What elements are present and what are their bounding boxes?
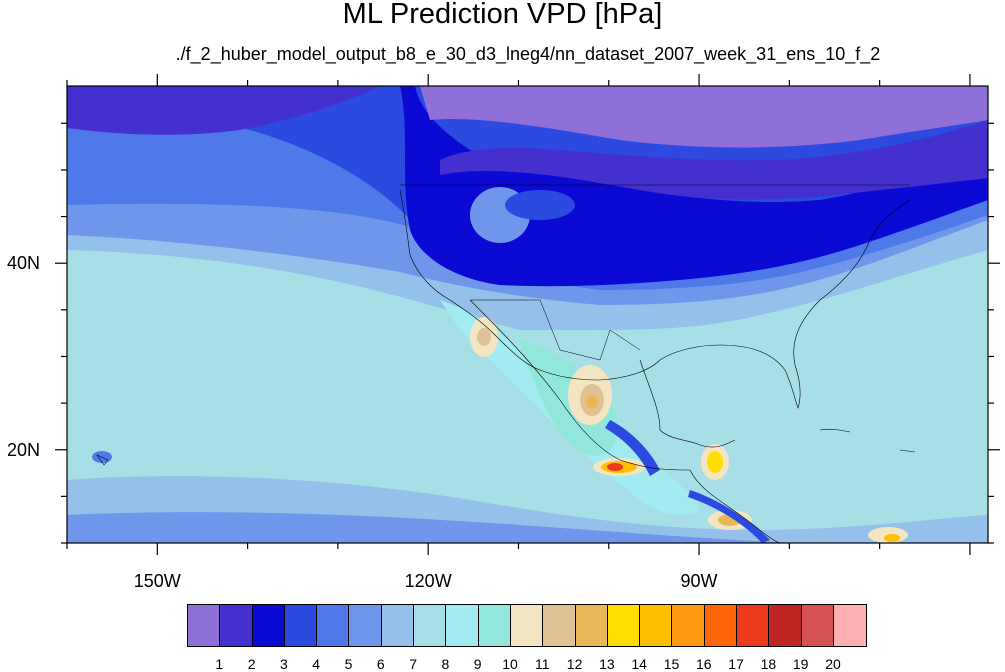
- colorbar-label: 9: [473, 656, 482, 672]
- coastline-north-america: [399, 189, 911, 409]
- south-mexico-18: [607, 463, 623, 471]
- colorbar-label: 17: [728, 656, 744, 672]
- colorbar-label: 6: [376, 656, 385, 672]
- colorbar-swatch: [704, 605, 738, 646]
- coastline-gulf-mexico: [639, 359, 736, 448]
- colorbar: [187, 604, 868, 647]
- colorbar-label: 3: [279, 656, 288, 672]
- colorbar-label: 5: [344, 656, 353, 672]
- lat-label: 40N: [6, 253, 40, 274]
- lon-label: 120W: [404, 571, 452, 591]
- colorbar-swatch: [317, 605, 350, 646]
- hispaniola-outline: [899, 449, 916, 453]
- colorbar-swatch: [381, 605, 415, 646]
- colorbar-swatch: [575, 605, 608, 646]
- coast-ridge-4b: [688, 490, 770, 543]
- lon-label: 90W: [680, 571, 718, 591]
- baja-12: [477, 328, 491, 346]
- colorbar-swatch: [543, 605, 576, 646]
- colorbar-swatch: [220, 605, 253, 646]
- colorbar-swatch: [414, 605, 447, 646]
- venezuela-15: [884, 534, 900, 542]
- band-1-2-north: [67, 86, 380, 135]
- map-subtitle: ./f_2_huber_model_output_b8_e_30_d3_lneg…: [175, 44, 881, 64]
- colorbar-label: 18: [760, 656, 777, 672]
- colorbar-label: 12: [566, 656, 583, 672]
- colorbar-label: 8: [441, 656, 450, 672]
- colorbar-swatch: [769, 605, 802, 646]
- lat-label: 20N: [6, 439, 40, 460]
- colorbar-label: 15: [663, 656, 680, 672]
- coastline-central-america: [689, 469, 781, 543]
- colorbar-label: 2: [247, 656, 256, 672]
- colorbar-label: 13: [599, 656, 615, 672]
- colorbar-swatch: [349, 605, 382, 646]
- colorbar-swatch: [188, 605, 221, 646]
- colorbar-swatch: [478, 605, 511, 646]
- band-2-3: [100, 86, 988, 287]
- colorbar-swatch: [801, 605, 834, 646]
- map-title: ML Prediction VPD [hPa]: [342, 0, 663, 30]
- lon-label: 150W: [133, 571, 181, 591]
- colorbar-label: 16: [696, 656, 712, 672]
- coastline-mexico-pacific: [469, 299, 691, 471]
- yucatan-14: [707, 451, 723, 473]
- map-frame: [66, 85, 989, 544]
- colorbar-label: 11: [535, 656, 550, 672]
- coast-ridge-4: [605, 420, 660, 476]
- colorbar-swatch: [446, 605, 479, 646]
- colorbar-label: 4: [312, 656, 321, 672]
- colorbar-label: 10: [502, 656, 518, 672]
- vpd-field: [67, 86, 988, 543]
- plateau-13: [586, 395, 598, 409]
- band-0-1: [420, 86, 988, 148]
- colorbar-label: 1: [215, 656, 224, 672]
- colorbar-swatch: [510, 605, 544, 646]
- colorbar-swatch: [607, 605, 641, 646]
- colorbar-label: 14: [631, 656, 647, 672]
- colorbar-swatch: [833, 605, 867, 646]
- us-mexico-border: [470, 299, 641, 361]
- colorbar-swatch: [672, 605, 705, 646]
- colorbar-label: 7: [409, 656, 417, 672]
- colorbar-label: 19: [792, 656, 809, 672]
- band-5-6-south: [67, 512, 800, 543]
- vpd-map: [55, 74, 1000, 555]
- colorbar-swatch: [737, 605, 770, 646]
- colorbar-swatch: [252, 605, 285, 646]
- colorbar-swatch: [640, 605, 673, 646]
- coastlines: [96, 184, 916, 543]
- plains-4: [505, 190, 575, 220]
- axis-ticks: [55, 74, 1000, 555]
- colorbar-swatch: [284, 605, 318, 646]
- band-1-2: [440, 120, 988, 200]
- colorbar-label: 20: [825, 656, 841, 672]
- hawaii-outline: [96, 454, 109, 466]
- cuba-outline: [819, 428, 851, 433]
